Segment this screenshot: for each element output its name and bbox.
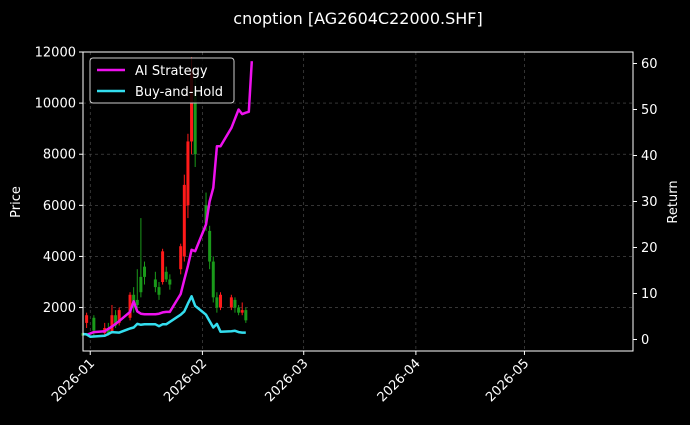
candle-body	[229, 297, 233, 308]
y-right-tick-label: 50	[641, 103, 658, 118]
candle-body	[128, 294, 132, 318]
candle-body	[233, 299, 237, 308]
candle-body	[161, 251, 165, 282]
y-right-tick-label: 60	[641, 57, 658, 72]
y-right-tick-label: 30	[641, 195, 658, 210]
candle-body	[240, 310, 244, 313]
y-axis-right-label: Return	[666, 180, 681, 223]
series-line-buy-and-hold	[82, 295, 246, 338]
legend-label-ai-strategy: AI Strategy	[135, 64, 208, 79]
y-left-tick-label: 2000	[43, 301, 76, 316]
candle-body	[114, 315, 118, 326]
candle-body	[143, 266, 147, 277]
candle-body	[168, 279, 172, 285]
y-axis-left-label: Price	[9, 186, 24, 218]
candle-body	[237, 307, 241, 313]
candle-body	[153, 279, 157, 288]
y-right-tick-label: 0	[641, 333, 649, 348]
series-layer	[82, 61, 254, 338]
candle-body	[193, 90, 197, 155]
y-left-tick-label: 10000	[35, 97, 76, 112]
candle-body	[157, 287, 161, 295]
y-right-tick-label: 20	[641, 241, 658, 256]
y-left-tick-label: 6000	[43, 199, 76, 214]
candle-body	[139, 276, 143, 293]
candle-body	[117, 310, 121, 323]
candle-body	[204, 205, 208, 224]
candle-body	[190, 72, 194, 142]
candle-body	[106, 328, 110, 334]
chart-title: cnoption [AG2604C22000.SHF]	[233, 9, 482, 28]
y-left-tick-label: 8000	[43, 148, 76, 163]
candle-body	[244, 310, 248, 321]
legend: AI Strategy Buy-and-Hold	[89, 57, 235, 104]
y-left-tick-label: 4000	[43, 250, 76, 265]
candle-body	[182, 184, 186, 257]
candle-body	[186, 141, 190, 206]
candle-body	[215, 297, 219, 308]
legend-label-buy-and-hold: Buy-and-Hold	[135, 85, 223, 100]
candle-body	[211, 261, 215, 298]
y-left-tick-label: 12000	[35, 46, 76, 61]
candle-body	[92, 317, 96, 331]
candle-body	[85, 315, 89, 323]
candle-body	[135, 299, 139, 305]
y-right-tick-label: 40	[641, 149, 658, 164]
legend-box	[89, 57, 235, 104]
series-line-ai-strategy	[86, 61, 254, 337]
candle-body	[164, 271, 168, 280]
candle-body	[110, 315, 114, 334]
candle-body	[208, 230, 212, 262]
candle-body	[179, 246, 183, 270]
y-right-tick-label: 10	[641, 287, 658, 302]
candle-body	[219, 294, 222, 308]
